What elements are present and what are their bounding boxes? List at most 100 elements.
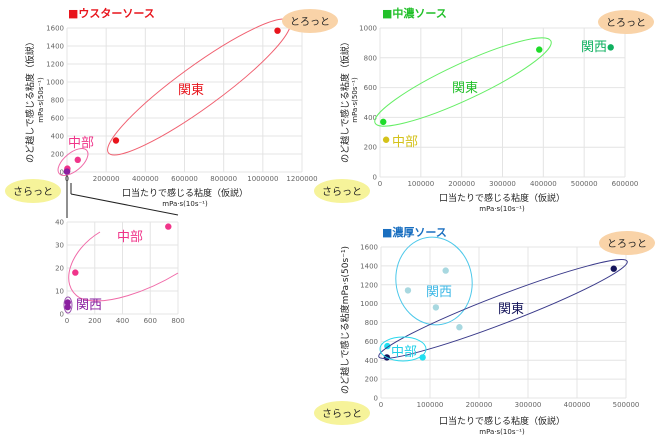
group-ellipses: [57, 18, 628, 362]
x-tick-label: 100000: [417, 401, 444, 409]
data-point-関東: [112, 137, 120, 144]
x-tick-label: 600: [144, 317, 157, 325]
x-tick-label: 600000: [171, 175, 198, 183]
x-axis-unit: mPa·s(10s⁻¹): [162, 200, 208, 208]
data-point-関西: [404, 287, 412, 294]
x-tick-label: 1000000: [247, 175, 278, 183]
y-tick-label: 600: [364, 84, 377, 92]
data-point-関東: [610, 265, 617, 272]
y-tick-label: 800: [51, 97, 64, 105]
title-noko: ■濃厚ソース: [382, 225, 447, 239]
badge-thick-noko: とろっと: [599, 231, 655, 255]
badge-thick-worcester: とろっと: [282, 9, 338, 33]
data-point-関西: [64, 299, 71, 306]
x-axis-unit: mPa·s(10s⁻¹): [479, 205, 525, 213]
y-tick-label: 1000: [359, 25, 377, 33]
x-tick-label: 500000: [571, 180, 598, 188]
x-tick-label: 600000: [612, 180, 639, 188]
x-tick-label: 200000: [448, 180, 475, 188]
x-tick-label: 100000: [407, 180, 434, 188]
ellipse-zoom-kansai: [63, 296, 73, 314]
y-tick-label: 0: [373, 174, 377, 182]
svg-text:とろっと: とろっと: [607, 238, 647, 250]
x-tick-label: 0: [379, 401, 383, 409]
x-tick-label: 800000: [210, 175, 237, 183]
label-noko-kansai: 関西: [426, 285, 452, 300]
badge-thin-noko: さらっと: [314, 401, 370, 425]
title-chuno: ■中濃ソース: [382, 6, 447, 20]
y-tick-label: 1400: [46, 43, 64, 51]
x-tick-label: 200: [88, 317, 101, 325]
x-tick-label: 200000: [93, 175, 120, 183]
label-zoom-kansai: 関西: [76, 298, 102, 313]
y-tick-label: 30: [55, 242, 64, 250]
noko-axis-titles: 口当たりで感じる粘度（仮説） mPa·s(10s⁻¹) のど越しで感じる粘度mP…: [339, 246, 565, 436]
y-tick-label: 0: [60, 311, 64, 319]
label-noko-chubu: 中部: [391, 345, 417, 360]
data-point-関東: [536, 46, 543, 53]
y-tick-label: 1600: [360, 244, 378, 252]
y-tick-label: 200: [364, 144, 377, 152]
x-axis-unit: mPa·s(10s⁻¹): [479, 428, 525, 436]
zoom-connector: [66, 175, 179, 218]
y-tick-label: 40: [55, 219, 64, 227]
title-worcester: ■ウスターソース: [68, 7, 155, 20]
y-tick-label: 200: [365, 376, 378, 384]
y-tick-label: 20: [55, 265, 64, 273]
label-chuno-kansai: 関西: [581, 40, 607, 55]
x-axis-title: 口当たりで感じる粘度（仮説）: [439, 415, 565, 427]
plot-chuno: 0 100000 200000 300000 400000 500000 600000 0 20…: [359, 25, 638, 189]
svg-text:さらっと: さらっと: [13, 186, 53, 198]
svg-text:さらっと: さらっと: [322, 408, 362, 420]
y-tick-label: 400: [364, 114, 377, 122]
data-point-関東: [274, 27, 281, 34]
svg-text:とろっと: とろっと: [606, 17, 646, 29]
chuno-axis-titles: 口当たりで感じる粘度（仮説） mPa·s(10s⁻¹) のど越しで感じる粘度（仮…: [339, 37, 565, 213]
badge-thin-worcester: さらっと: [5, 179, 61, 203]
x-tick-label: 0: [65, 317, 69, 325]
x-tick-label: 1200000: [286, 175, 317, 183]
curve-zoom-chubu: [68, 231, 179, 302]
data-point-関西: [432, 304, 440, 311]
y-tick-label: 0: [60, 169, 64, 177]
y-tick-label: 600: [365, 338, 378, 346]
data-point-中部: [419, 354, 426, 361]
x-tick-label: 0: [378, 180, 382, 188]
y-tick-label: 0: [374, 395, 378, 403]
label-noko-kanto: 関東: [498, 301, 524, 317]
data-point-関西: [456, 324, 463, 331]
data-point-関東: [380, 118, 387, 126]
x-axis-title: 口当たりで感じる粘度（仮説）: [439, 192, 565, 204]
y-tick-label: 1600: [46, 25, 64, 33]
y-tick-label: 1200: [46, 61, 64, 69]
ellipse-noko-kanto: [378, 259, 628, 359]
plot-worcester: 0200000400000600000800000100000012000000…: [46, 25, 317, 184]
y-tick-label: 400: [51, 133, 64, 141]
svg-text:さらっと: さらっと: [322, 186, 362, 198]
data-point-中部: [72, 269, 79, 276]
y-tick-label: 600: [51, 115, 64, 123]
y-tick-label: 1200: [360, 281, 378, 289]
x-tick-label: 400000: [564, 401, 591, 409]
plot-worcester-zoom: 0 200 400 600 800 0 10 20 30 40: [55, 219, 185, 326]
ellipse-noko-kansai: [395, 236, 473, 326]
label-worcester-kanto: 関東: [178, 82, 204, 98]
x-tick-label: 400: [116, 317, 129, 325]
x-tick-label: 400000: [132, 175, 159, 183]
data-point-中部: [384, 342, 391, 350]
worcester-axis-titles: 口当たりで感じる粘度（仮説） mPa·s(10s⁻¹) のど越しで感じる粘度（仮…: [24, 37, 248, 208]
y-axis-unit: mPa·s(50s⁻¹): [37, 77, 45, 123]
y-axis-title: のど越しで感じる粘度（仮説）: [339, 37, 351, 163]
ellipse-chuno-kanto: [374, 37, 552, 127]
x-tick-label: 400000: [530, 180, 557, 188]
y-tick-label: 800: [364, 54, 377, 62]
y-tick-label: 200: [51, 151, 64, 159]
badge-thin-chuno: さらっと: [314, 179, 370, 203]
y-axis-title: のど越しで感じる粘度mPa·s(50s⁻¹): [339, 246, 351, 394]
data-point-関西: [63, 168, 71, 175]
y-tick-label: 1400: [360, 262, 378, 270]
x-tick-label: 300000: [515, 401, 542, 409]
data-point-中部: [382, 136, 390, 143]
x-tick-label: 800: [171, 317, 184, 325]
